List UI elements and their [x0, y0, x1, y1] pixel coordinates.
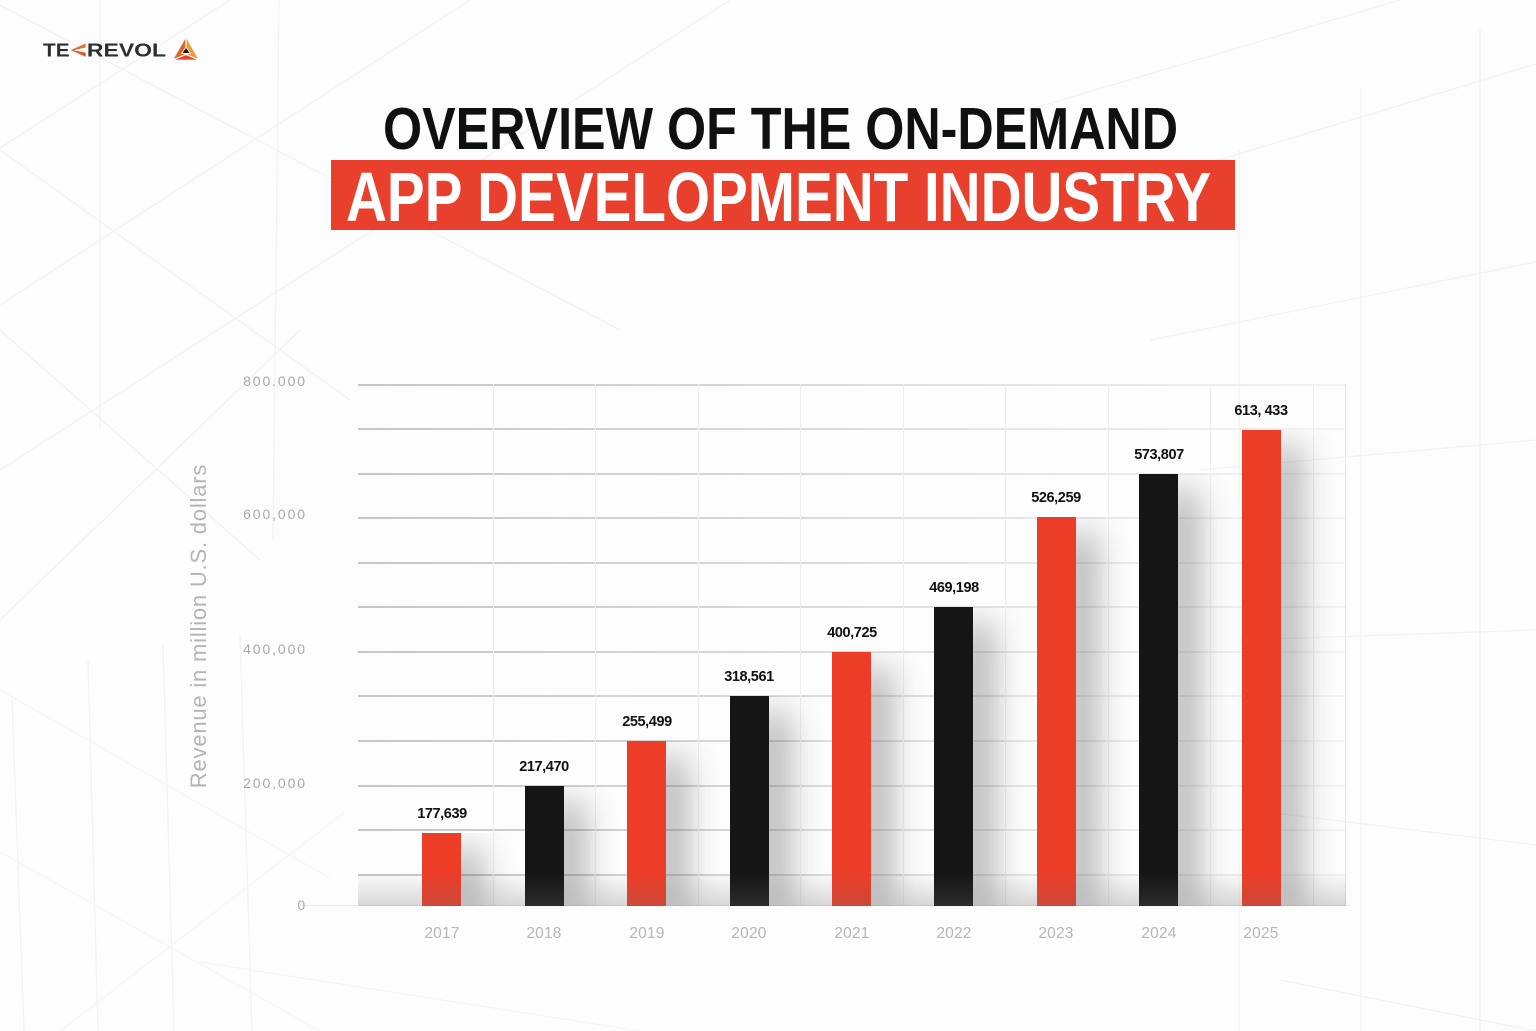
svg-text:TE: TE — [43, 39, 70, 60]
svg-text:REVOL: REVOL — [87, 39, 166, 60]
